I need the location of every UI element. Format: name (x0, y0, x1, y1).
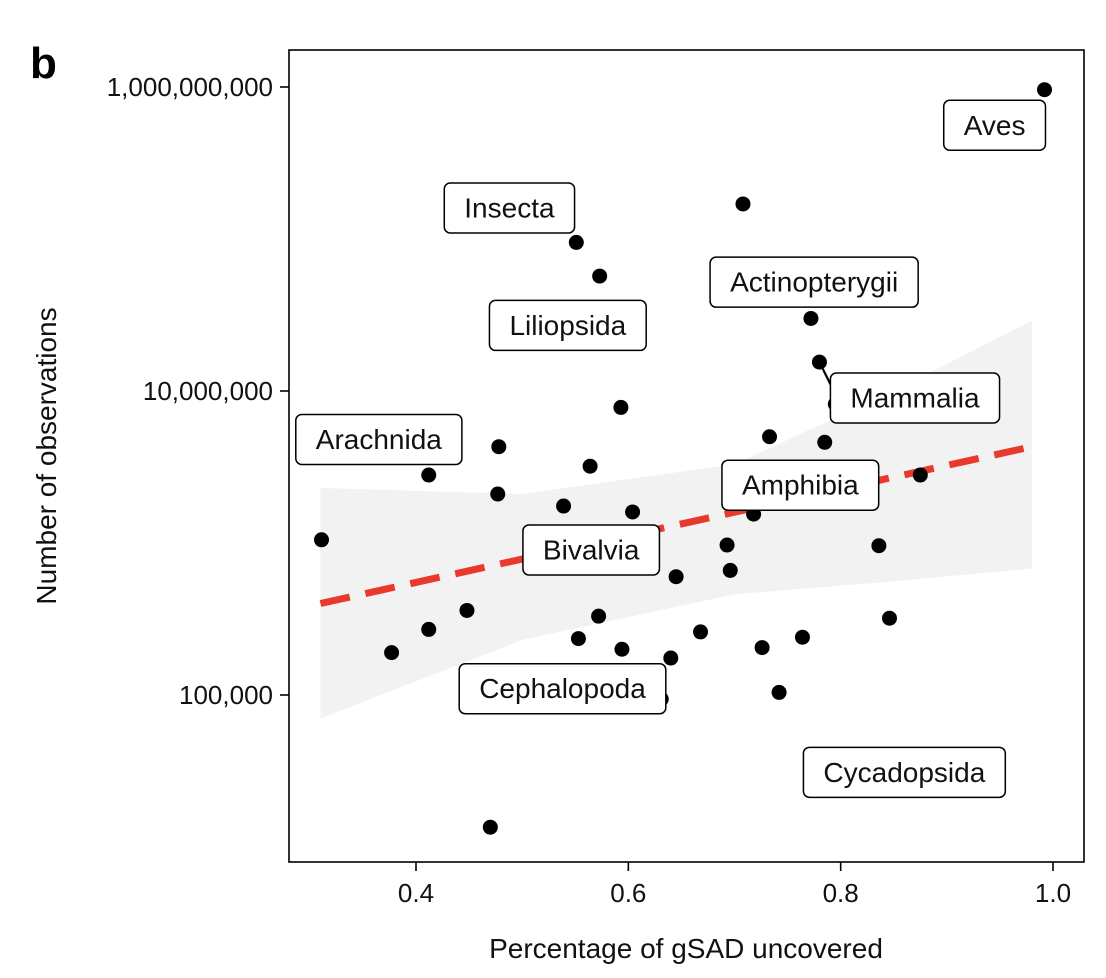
annotation-label: Aves (964, 110, 1026, 141)
annotation-box (721, 459, 880, 511)
annotation-box (488, 299, 647, 352)
annotation-box (295, 413, 463, 466)
data-point-liliopsida (592, 268, 608, 284)
data-point (735, 196, 751, 212)
annotation-label: Amphibia (742, 470, 859, 501)
annotation-arachnida: Arachnida (295, 413, 463, 466)
annotation-mammalia: Mammalia (829, 372, 1001, 424)
y-axis: 100,000 10,000,000 1,000,000,000 (107, 72, 289, 710)
y-tick-label: 1,000,000,000 (107, 72, 273, 102)
data-point (482, 819, 498, 835)
annotation-box (458, 662, 667, 715)
data-point (625, 504, 641, 520)
data-point (570, 631, 586, 647)
annotation-liliopsida: Liliopsida (488, 299, 647, 352)
data-point (314, 532, 330, 548)
data-point (817, 434, 833, 450)
data-point (754, 640, 770, 656)
annotation-label: Cycadopsida (823, 757, 985, 788)
annotation-label: Arachnida (316, 424, 443, 455)
y-tick-label: 10,000,000 (143, 376, 273, 406)
annotation-label: Mammalia (850, 382, 980, 413)
data-point (811, 354, 827, 370)
x-tick-label: 1.0 (1035, 878, 1071, 908)
data-point-actinopterygii (803, 310, 819, 326)
data-point (722, 562, 738, 578)
annotation-amphibia: Amphibia (721, 459, 880, 511)
data-point-aves (1037, 82, 1053, 98)
panel-label: b (30, 39, 57, 88)
annotation-box (443, 182, 576, 234)
x-tick-label: 0.6 (610, 878, 646, 908)
annotation-box (522, 524, 661, 576)
annotation-box (942, 99, 1047, 152)
data-point (882, 610, 898, 626)
data-point (771, 684, 787, 700)
data-point (421, 467, 437, 483)
y-axis-title: Number of observations (31, 307, 62, 604)
data-point (794, 629, 810, 645)
data-point (459, 602, 475, 618)
annotation-box (709, 256, 919, 308)
data-point (490, 486, 506, 502)
data-point (384, 645, 400, 661)
data-point (912, 467, 928, 483)
annotation-insecta: Insecta (443, 182, 576, 234)
annotation-bivalvia: Bivalvia (522, 524, 661, 576)
data-point (762, 429, 778, 445)
data-point (871, 538, 887, 554)
data-point (556, 498, 572, 514)
annotation-label: Bivalvia (543, 534, 640, 565)
annotation-actinopterygii: Actinopterygii (709, 256, 919, 308)
data-point (719, 537, 735, 553)
data-point-insecta (568, 234, 584, 250)
annotation-label: Actinopterygii (730, 267, 898, 298)
y-tick-label: 100,000 (179, 680, 273, 710)
annotation-label: Liliopsida (509, 310, 626, 341)
data-point (582, 458, 598, 474)
data-point (693, 624, 709, 640)
annotation-aves: Aves (942, 99, 1047, 152)
annotation-label: Insecta (464, 192, 555, 223)
annotation-cycadopsida: Cycadopsida (802, 746, 1007, 799)
x-tick-label: 0.8 (823, 878, 859, 908)
plot-frame (288, 49, 1085, 863)
data-point (614, 641, 630, 657)
data-point-bivalvia (668, 569, 684, 585)
data-point (613, 399, 629, 415)
data-point (591, 608, 607, 624)
x-tick-label: 0.4 (398, 878, 434, 908)
annotation-label: Cephalopoda (479, 673, 646, 704)
data-point (663, 650, 679, 666)
annotation-box (802, 746, 1007, 799)
data-point (421, 621, 437, 637)
annotation-box (829, 372, 1001, 424)
data-point-arachnida (491, 439, 507, 455)
annotation-cephalopoda: Cephalopoda (458, 662, 667, 715)
x-axis: 0.4 0.6 0.8 1.0 (398, 862, 1071, 908)
x-axis-title: Percentage of gSAD uncovered (489, 933, 883, 964)
annotation-layer: Aves Insecta Actinopterygii Liliopsida Mamma… (295, 99, 1047, 799)
